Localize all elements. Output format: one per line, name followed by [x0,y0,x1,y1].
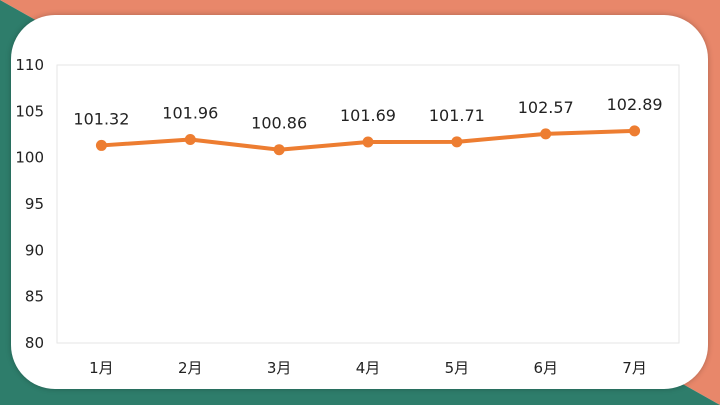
x-tick-label: 6月 [533,359,558,377]
plot-area [56,64,680,344]
y-tick-label: 110 [15,56,44,74]
y-tick-label: 95 [25,195,44,213]
x-tick-label: 2月 [178,359,203,377]
data-label: 102.57 [518,98,574,117]
data-point [451,136,463,148]
data-point [95,139,107,151]
y-tick-label: 80 [25,334,44,352]
x-tick-label: 4月 [356,359,381,377]
x-tick-label: 1月 [89,359,114,377]
data-label: 101.96 [162,104,218,123]
data-label: 101.32 [73,109,129,128]
x-tick-label: 3月 [267,359,292,377]
data-label: 100.86 [251,114,307,133]
x-tick-label: 7月 [622,359,647,377]
data-point [540,128,552,140]
y-tick-label: 85 [25,288,44,306]
y-axis: 80 85 90 95 100 105 110 [15,56,44,352]
chart-card [11,15,708,389]
y-tick-label: 100 [15,149,44,167]
data-label: 101.71 [429,106,485,125]
data-labels: 101.32 101.96 100.86 101.69 101.71 102.57 102.… [73,95,662,133]
y-tick-label: 105 [15,102,44,120]
y-tick-label: 90 [25,241,44,259]
x-tick-label: 5月 [445,359,470,377]
data-point [362,136,374,148]
data-point [273,144,285,156]
data-label: 102.89 [607,95,663,114]
series-markers [95,125,641,156]
data-point [184,134,196,146]
data-label: 101.69 [340,106,396,125]
x-axis: 1月 2月 3月 4月 5月 6月 7月 [89,359,647,377]
data-point [629,125,641,137]
